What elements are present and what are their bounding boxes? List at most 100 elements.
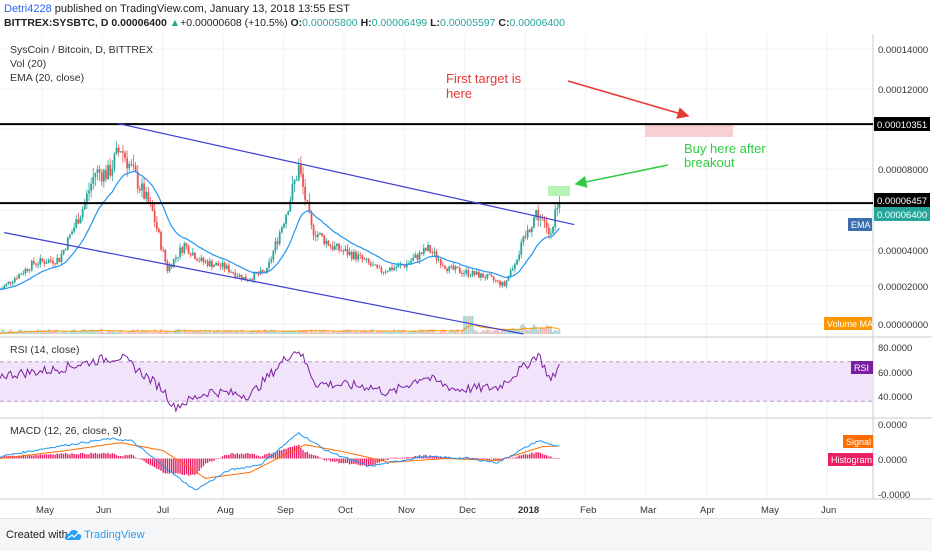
candle-body xyxy=(507,275,510,281)
histogram-bar xyxy=(399,458,402,459)
candle-body xyxy=(236,276,239,278)
candle-body xyxy=(359,254,362,256)
candle-body xyxy=(128,163,131,169)
volume-bar xyxy=(230,331,232,334)
chart-canvas[interactable]: First target is here Buy here after brea… xyxy=(0,34,932,518)
volume-bar xyxy=(372,329,374,334)
histogram-bar xyxy=(272,452,275,459)
candle-body xyxy=(289,200,292,212)
candle-body xyxy=(541,219,544,221)
histogram-bar xyxy=(545,455,548,459)
histogram-bar xyxy=(71,453,73,459)
candle-body xyxy=(151,203,154,211)
candle-body xyxy=(408,262,410,264)
volume-bar xyxy=(338,330,340,334)
candle-body xyxy=(37,264,40,266)
tradingview-brand-link[interactable]: TradingView xyxy=(84,529,145,541)
candle-body xyxy=(145,191,148,199)
candle-body xyxy=(331,246,334,250)
volume-bar xyxy=(198,330,201,334)
channel-lower-line[interactable] xyxy=(4,232,524,335)
candle-body xyxy=(124,152,126,159)
histogram-bar xyxy=(156,458,158,469)
histogram-bar xyxy=(518,455,520,459)
histogram-bar xyxy=(389,457,391,459)
volume-bar xyxy=(299,330,302,334)
volume-bar xyxy=(185,330,188,334)
volume-bar xyxy=(130,330,133,334)
histogram-bar xyxy=(259,456,262,459)
candle-body xyxy=(550,233,552,235)
candle-body xyxy=(304,186,307,200)
candle-body xyxy=(219,265,222,267)
histogram-bar xyxy=(370,458,372,466)
volume-bar xyxy=(208,330,211,334)
volume-bar xyxy=(558,329,561,334)
histogram-bar xyxy=(48,454,50,459)
legend-volume: Vol (20) xyxy=(10,58,46,70)
volume-bar xyxy=(323,329,326,334)
candle-body xyxy=(524,236,527,238)
candle-body xyxy=(554,209,557,228)
volume-bar xyxy=(124,332,126,334)
time-axis[interactable]: May Jun Jul Aug Sep Oct Nov Dec 2018 Feb… xyxy=(36,505,836,516)
volume-bar xyxy=(153,329,156,334)
volume-bar xyxy=(547,325,550,334)
candle-body xyxy=(539,219,542,221)
volume-bar xyxy=(100,329,103,334)
volume-bar xyxy=(217,329,220,334)
histogram-bar xyxy=(331,458,334,462)
volume-bar xyxy=(367,332,370,334)
candle-body xyxy=(501,281,504,286)
histogram-bar xyxy=(334,458,336,462)
volume-bar xyxy=(293,330,296,334)
volume-bar xyxy=(247,332,249,334)
candle-body xyxy=(117,147,120,153)
up-arrow-icon: ▲ xyxy=(169,17,181,29)
candle-body xyxy=(28,270,31,271)
candle-body xyxy=(94,173,97,178)
candle-body xyxy=(88,190,90,194)
histogram-bar xyxy=(520,455,522,459)
histogram-bar xyxy=(412,456,414,459)
time-tick-feb: Feb xyxy=(580,505,596,516)
candle-body xyxy=(105,170,107,180)
volume-ma-tag xyxy=(824,317,872,330)
volume-bar xyxy=(149,330,152,334)
time-tick-may: May xyxy=(36,505,54,516)
open-value: 0.00005800 xyxy=(302,17,358,29)
volume-bar xyxy=(382,330,385,334)
histogram-bar xyxy=(315,455,317,459)
volume-bar xyxy=(494,330,497,334)
publisher-line: Detri4228 published on TradingView.com, … xyxy=(4,3,350,15)
candle-body xyxy=(111,169,114,176)
candle-body xyxy=(469,275,472,277)
candle-body xyxy=(24,268,27,274)
volume-bar xyxy=(179,329,182,334)
volume-bar xyxy=(22,331,25,334)
volume-bar xyxy=(155,332,158,334)
candle-body xyxy=(558,203,561,209)
volume-bar xyxy=(433,329,436,334)
histogram-bar xyxy=(52,454,54,459)
volume-bar xyxy=(350,331,353,334)
volume-bar xyxy=(469,316,472,334)
histogram-bar xyxy=(164,458,166,474)
volume-bar xyxy=(0,331,1,334)
volume-bar xyxy=(24,330,27,334)
channel-upper-line[interactable] xyxy=(116,122,575,226)
histogram-bar xyxy=(478,458,480,460)
volume-bar xyxy=(310,329,313,334)
volume-bar xyxy=(26,332,29,334)
candle-body xyxy=(302,173,304,187)
candle-body xyxy=(45,263,48,264)
candle-body xyxy=(30,260,33,271)
volume-bar xyxy=(187,331,190,334)
candle-body xyxy=(537,209,540,221)
volume-bar xyxy=(448,331,451,334)
candle-body xyxy=(96,169,99,174)
histogram-bar xyxy=(408,457,410,459)
candle-body xyxy=(473,270,476,275)
publisher-user-link[interactable]: Detri4228 xyxy=(4,3,52,15)
histogram-bar xyxy=(3,456,5,459)
